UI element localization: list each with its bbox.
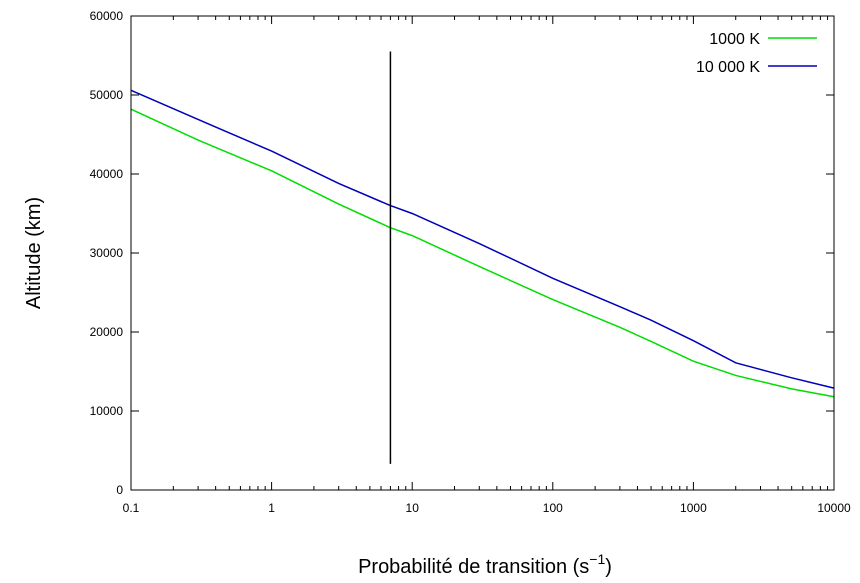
x-tick-label: 1 [268, 501, 275, 515]
x-tick-label: 100 [543, 501, 563, 515]
y-axis-label: Altitude (km) [23, 197, 45, 309]
y-tick-label: 60000 [90, 9, 124, 23]
legend: 1000 K 10 000 K [696, 31, 817, 76]
plot-frame [130, 15, 835, 491]
series-line-1 [130, 108, 835, 398]
x-tick-label: 0.1 [123, 501, 140, 515]
y-tick-label: 30000 [90, 246, 124, 260]
y-tick-label: 50000 [90, 88, 124, 102]
x-axis-ticks: 0.1 1 10 100 1000 10000 [123, 16, 851, 515]
x-tick-label: 10 [406, 501, 420, 515]
x-axis-label-main: Probabilité de transition (s [358, 556, 589, 578]
y-tick-label: 40000 [90, 167, 124, 181]
y-axis-ticks: 0 10000 20000 30000 40000 50000 60000 [90, 9, 834, 497]
x-axis-label-suffix: ) [605, 556, 612, 578]
y-tick-label: 20000 [90, 325, 124, 339]
x-tick-label: 1000 [680, 501, 707, 515]
x-tick-label: 10000 [817, 501, 851, 515]
legend-label-2: 10 000 K [696, 59, 760, 76]
y-tick-label: 10000 [90, 404, 124, 418]
legend-label-1: 1000 K [709, 31, 760, 48]
series-layer [130, 89, 835, 398]
y-tick-label: 0 [116, 483, 123, 497]
x-axis-label-exponent: −1 [589, 551, 605, 567]
series-line-2 [130, 89, 835, 389]
x-axis-label: Probabilité de transition (s−1) [358, 551, 612, 578]
